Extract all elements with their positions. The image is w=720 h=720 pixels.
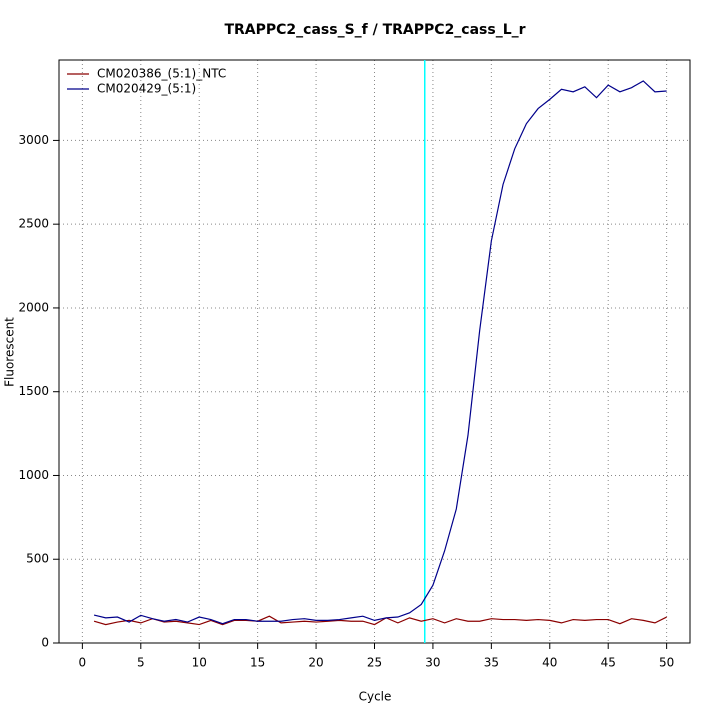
x-tick-label: 40 xyxy=(542,656,557,670)
y-tick-label: 0 xyxy=(41,636,49,650)
y-tick-label: 2000 xyxy=(18,300,49,314)
y-tick-label: 500 xyxy=(26,552,49,566)
x-tick-label: 5 xyxy=(137,656,145,670)
chart-title: TRAPPC2_cass_S_f / TRAPPC2_cass_L_r xyxy=(224,22,525,38)
series-line xyxy=(93,80,667,625)
x-tick-label: 45 xyxy=(601,656,616,670)
x-tick-label: 10 xyxy=(192,656,207,670)
y-tick-label: 1500 xyxy=(18,384,49,398)
x-tick-label: 25 xyxy=(367,656,382,670)
x-tick-label: 15 xyxy=(250,656,265,670)
plot-frame xyxy=(58,59,691,644)
y-tick-label: 2500 xyxy=(18,217,49,231)
y-tick-label: 1000 xyxy=(18,468,49,482)
legend-label: CM020386_(5:1)_NTC xyxy=(97,67,226,81)
series-line xyxy=(93,615,667,626)
x-tick-label: 30 xyxy=(425,656,440,670)
x-tick-label: 50 xyxy=(659,656,674,670)
y-axis-label: Fluorescent xyxy=(3,317,17,387)
x-tick-label: 20 xyxy=(308,656,323,670)
x-tick-label: 0 xyxy=(79,656,87,670)
legend-label: CM020429_(5:1) xyxy=(97,82,196,96)
x-axis-label: Cycle xyxy=(359,690,392,704)
y-tick-label: 3000 xyxy=(18,133,49,147)
x-tick-label: 35 xyxy=(484,656,499,670)
